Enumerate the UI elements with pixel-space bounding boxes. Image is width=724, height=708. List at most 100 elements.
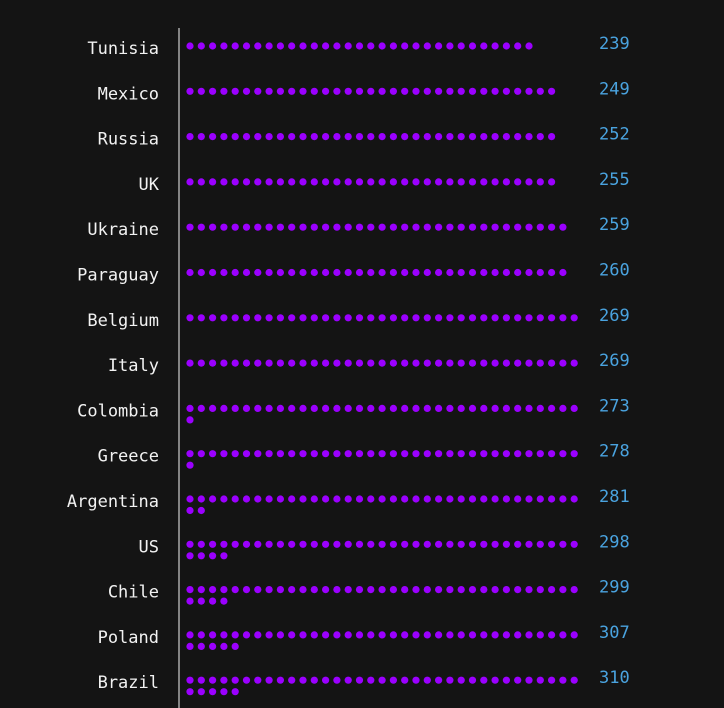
data-dot [525,223,533,231]
data-dot [559,450,567,458]
data-dot [559,586,567,594]
data-dot [401,133,409,141]
data-dot [480,87,488,95]
data-dot [276,495,284,503]
data-dot [220,450,228,458]
data-dot [344,87,352,95]
data-dot [367,404,375,412]
data-dot [468,676,477,684]
data-dot [276,268,284,277]
data-dot [412,404,420,412]
data-dot [457,631,465,639]
value-label: 310 [599,668,630,688]
data-dot [322,676,330,684]
data-dot [491,359,499,367]
data-dot [209,314,217,322]
data-dot [265,676,273,684]
data-dot [322,87,330,95]
data-dot [333,450,341,458]
data-dot [457,268,465,277]
data-dot [514,540,522,548]
data-dot [559,404,567,412]
data-dot [514,495,522,503]
data-dot [186,359,194,367]
data-dot [570,359,578,367]
data-dot [446,223,454,231]
data-dot [231,87,239,95]
data-dot [480,586,488,594]
data-dot [401,359,409,367]
data-dot [446,540,454,548]
data-dot [288,42,296,50]
data-dot [310,540,318,548]
data-dot [502,676,510,684]
data-dot [220,178,228,186]
data-dot [310,404,318,412]
data-dot [514,676,522,684]
data-dot [276,178,284,186]
data-dot [525,631,533,639]
data-dot [254,314,262,322]
data-dot [197,223,205,231]
data-dot [299,404,307,412]
data-dot [389,42,397,50]
data-dot [401,540,409,548]
data-dot [559,495,567,503]
data-dot [254,676,262,684]
data-dot [570,314,578,322]
data-dot [389,133,397,141]
data-dot [333,178,341,186]
data-dot [299,268,307,277]
data-dot [344,676,352,684]
category-label: Chile [108,583,159,603]
data-dot [367,540,375,548]
data-dot [288,133,296,141]
data-dot [254,268,262,277]
data-dot [220,359,228,367]
data-dot [299,178,307,186]
data-dot [389,268,397,277]
data-dot [186,416,194,424]
data-dot [412,540,420,548]
data-dot [197,688,205,696]
data-dot [378,178,386,186]
data-dot [502,450,510,458]
data-dot [468,223,477,231]
data-dot [367,631,375,639]
data-dot [559,676,567,684]
data-dot [423,178,431,186]
data-dot [423,42,431,50]
data-dot [322,404,330,412]
value-label: 255 [599,170,630,190]
data-dot [435,223,443,231]
data-dot [367,495,375,503]
data-dot [186,133,194,141]
data-dot [333,133,341,141]
data-dot [367,268,375,277]
data-dot [209,268,217,277]
data-dot [254,450,262,458]
data-dot [333,631,341,639]
data-dot [231,586,239,594]
category-label: Brazil [98,673,159,693]
data-dot [480,42,488,50]
data-dot [468,314,477,322]
data-dot [457,540,465,548]
data-dot [344,178,352,186]
value-label: 307 [599,623,630,643]
data-dot [412,314,420,322]
data-dot [310,268,318,277]
category-label: Belgium [87,311,159,331]
data-dot [242,495,251,503]
category-label: Tunisia [87,39,159,59]
data-dot [344,268,352,277]
data-dot [254,540,262,548]
data-dot [536,178,544,186]
data-dot [220,314,228,322]
data-dot [367,359,375,367]
data-dot [265,404,273,412]
data-dot [491,586,499,594]
data-dot [333,359,341,367]
data-dot [480,495,488,503]
data-dot [186,552,194,560]
